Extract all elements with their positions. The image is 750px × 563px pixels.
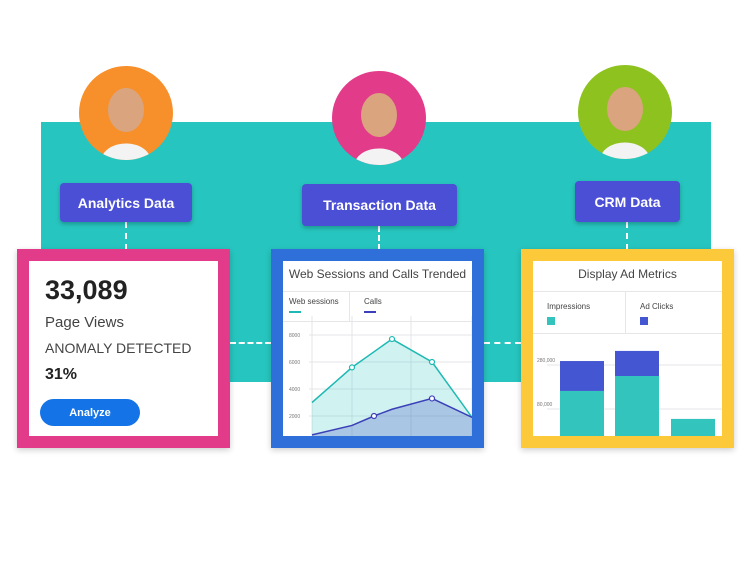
legend-ad-clicks[interactable]: Ad Clicks bbox=[626, 292, 673, 333]
avatar-analytics bbox=[79, 66, 173, 160]
analyze-button[interactable]: Analyze bbox=[40, 399, 140, 426]
chart-title: Display Ad Metrics bbox=[533, 261, 722, 292]
chart-title: Web Sessions and Calls Trended bbox=[283, 261, 472, 292]
anomaly-status: ANOMALY DETECTED bbox=[45, 340, 192, 356]
legend-web-sessions[interactable]: Web sessions bbox=[283, 292, 350, 321]
display-ad-card: Display Ad Metrics Impressions Ad Clicks… bbox=[521, 249, 734, 448]
y-tick-label: 80,000 bbox=[537, 402, 553, 408]
bar-segment bbox=[615, 350, 659, 376]
data-point bbox=[428, 395, 436, 402]
connector bbox=[125, 222, 127, 250]
data-point bbox=[388, 335, 396, 343]
transaction-data-label: Transaction Data bbox=[302, 184, 457, 226]
bar-segment bbox=[671, 418, 715, 436]
y-tick-label: 8000 bbox=[289, 333, 300, 339]
analytics-data-label: Analytics Data bbox=[60, 183, 192, 222]
data-point bbox=[428, 358, 436, 366]
bar-segment bbox=[560, 390, 604, 436]
series-line bbox=[311, 397, 472, 436]
data-point bbox=[370, 412, 378, 420]
connector bbox=[626, 222, 628, 250]
page-views-value: 33,089 bbox=[45, 275, 128, 305]
y-tick-label: 280,000 bbox=[537, 358, 555, 364]
y-tick-label: 4000 bbox=[289, 387, 300, 393]
y-tick-label: 6000 bbox=[289, 360, 300, 366]
series-area bbox=[312, 398, 472, 436]
connector bbox=[378, 226, 380, 250]
anomaly-percent: 31% bbox=[45, 366, 78, 383]
connector bbox=[230, 342, 271, 344]
bar-chart: 280,000 80,000 bbox=[537, 350, 722, 436]
metric-label: Page Views bbox=[45, 314, 124, 331]
line-chart: 8000 6000 4000 2000 bbox=[289, 316, 472, 436]
avatar-transaction bbox=[332, 71, 426, 165]
data-point bbox=[348, 364, 356, 371]
legend-calls[interactable]: Calls bbox=[350, 292, 382, 321]
web-sessions-card: Web Sessions and Calls Trended Web sessi… bbox=[271, 249, 484, 448]
analytics-card: 33,089 Page Views ANOMALY DETECTED 31% A… bbox=[17, 249, 230, 448]
y-tick-label: 2000 bbox=[289, 414, 300, 420]
connector bbox=[484, 342, 521, 344]
avatar-crm bbox=[578, 65, 672, 159]
legend-impressions[interactable]: Impressions bbox=[533, 292, 626, 333]
bar-segment bbox=[560, 361, 604, 391]
bar-segment bbox=[615, 376, 659, 436]
crm-data-label: CRM Data bbox=[575, 181, 680, 222]
